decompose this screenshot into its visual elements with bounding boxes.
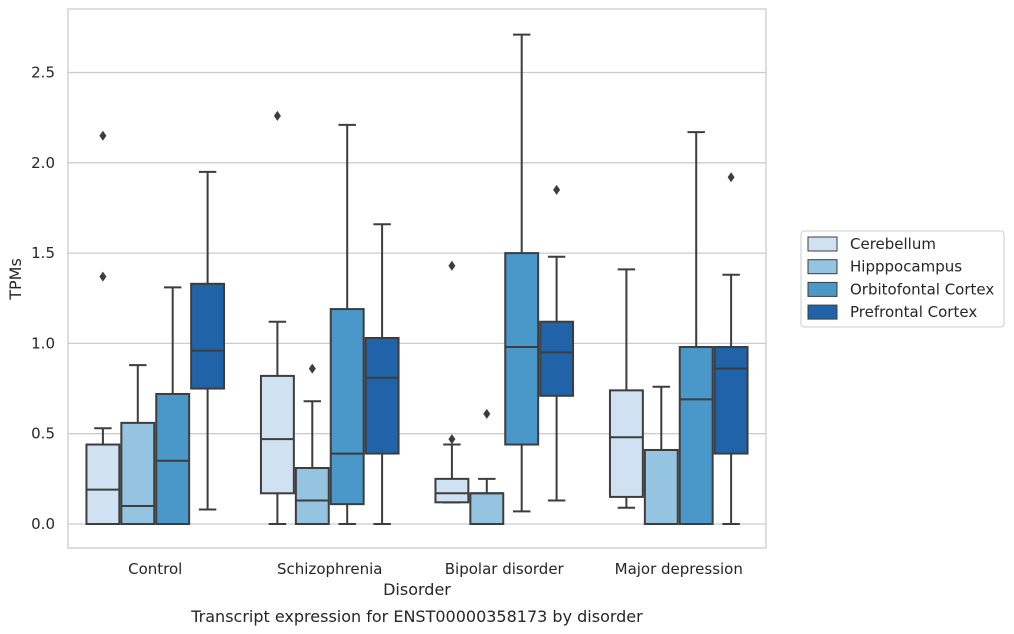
- box-group: [155, 286, 191, 525]
- legend-swatch: [807, 259, 838, 275]
- box: [469, 492, 505, 526]
- legend: Cerebellum Hipppocampus Orbitofontal Corte…: [800, 230, 1005, 328]
- box: [678, 346, 714, 525]
- x-tick-label: Bipolar disorder: [445, 560, 565, 578]
- box: [608, 389, 644, 498]
- box-marks: [85, 33, 749, 526]
- legend-label: Prefrontal Cortex: [850, 303, 977, 321]
- box: [713, 346, 749, 455]
- box-group: [504, 33, 540, 513]
- box-group: [678, 131, 714, 525]
- outlier-point: [273, 110, 281, 121]
- figure-caption: Transcript expression for ENST0000035817…: [190, 607, 643, 626]
- x-tick-labels: Control Schizophrenia Bipolar disorder Majo…: [128, 560, 743, 578]
- legend-swatch: [807, 236, 838, 252]
- box: [504, 252, 540, 446]
- box-group: [364, 223, 400, 525]
- box-group: [329, 123, 365, 525]
- legend-item: Hipppocampus: [807, 258, 962, 276]
- box-group: [294, 363, 330, 526]
- outlier-point: [448, 260, 456, 271]
- box-group: [539, 184, 575, 502]
- outlier-point: [448, 434, 456, 445]
- legend-item: Cerebellum: [807, 235, 936, 253]
- y-tick-label: 1.0: [31, 334, 55, 352]
- outlier-point: [99, 271, 107, 282]
- legend-label: Orbitofontal Cortex: [850, 280, 994, 298]
- box: [539, 320, 575, 397]
- y-axis-label: TPMs: [6, 258, 25, 301]
- box-group: [643, 385, 679, 526]
- outlier-point: [553, 184, 561, 195]
- box-group: [608, 268, 644, 509]
- y-tick-label: 0.5: [31, 425, 55, 443]
- box: [329, 308, 365, 506]
- box: [190, 282, 226, 390]
- x-tick-label: Schizophrenia: [277, 560, 382, 578]
- y-tick-label: 2.5: [31, 64, 55, 82]
- box-group: [190, 170, 226, 511]
- outlier-point: [483, 408, 491, 419]
- legend-label: Hipppocampus: [850, 258, 962, 276]
- box: [643, 448, 679, 526]
- box: [259, 374, 295, 495]
- legend-item: Orbitofontal Cortex: [807, 280, 994, 298]
- y-tick-label: 1.5: [31, 244, 55, 262]
- box-group: [259, 110, 295, 525]
- legend-frame: [800, 230, 1005, 328]
- legend-label: Cerebellum: [850, 235, 936, 253]
- legend-swatch: [807, 304, 838, 320]
- x-tick-label: Major depression: [615, 560, 743, 578]
- box-group: [469, 408, 505, 526]
- box: [85, 443, 121, 526]
- box: [364, 336, 400, 455]
- y-tick-label: 0.0: [31, 515, 55, 533]
- outlier-point: [308, 363, 316, 374]
- box-group: [713, 172, 749, 525]
- legend-swatch: [807, 281, 838, 297]
- legend-item: Prefrontal Cortex: [807, 303, 977, 321]
- box-group: [120, 364, 156, 526]
- box-group: [85, 130, 121, 526]
- plot-frame: [67, 8, 767, 549]
- box: [120, 421, 156, 526]
- box: [294, 467, 330, 526]
- x-axis-label: Disorder: [383, 580, 451, 599]
- box: [434, 477, 470, 504]
- outlier-point: [99, 130, 107, 141]
- x-tick-label: Control: [128, 560, 182, 578]
- box-group: [434, 260, 470, 504]
- y-tick-labels: 0.0 0.5 1.0 1.5 2.0 2.5: [31, 64, 55, 534]
- box: [155, 392, 191, 525]
- y-tick-label: 2.0: [31, 154, 55, 172]
- outlier-point: [727, 172, 735, 183]
